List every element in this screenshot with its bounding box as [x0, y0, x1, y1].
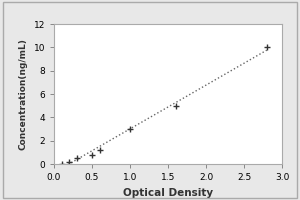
Y-axis label: Concentration(ng/mL): Concentration(ng/mL): [19, 38, 28, 150]
X-axis label: Optical Density: Optical Density: [123, 188, 213, 198]
